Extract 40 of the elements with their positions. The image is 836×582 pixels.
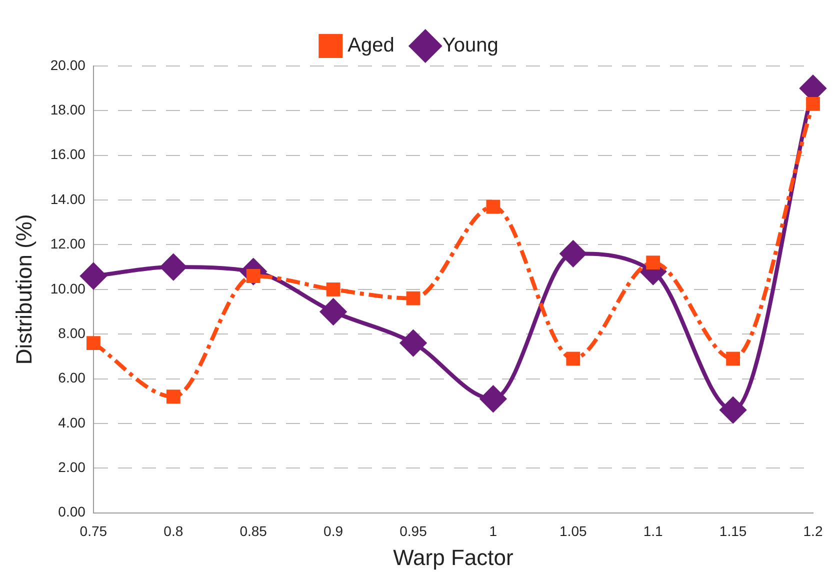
x-tick-label: 0.95 [400, 523, 428, 540]
y-tick-label: 8.00 [58, 324, 86, 341]
point [566, 352, 580, 366]
point [560, 240, 586, 267]
x-tick-label: 1 [489, 523, 498, 540]
y-tick-label: 12.00 [50, 236, 86, 252]
y-axis-title: Distribution (%) [11, 214, 36, 365]
point [166, 390, 180, 404]
y-tick-label: 14.00 [50, 190, 86, 207]
y-tick-label: 6.00 [58, 370, 86, 386]
x-tick-label: 1.15 [719, 523, 747, 540]
point [320, 298, 346, 325]
x-tick-label: 1.1 [643, 523, 664, 540]
x-tick-label: 0.9 [324, 523, 344, 540]
x-axis-title: Warp Factor [393, 544, 514, 570]
y-tick-label: 0.00 [58, 504, 86, 520]
point [480, 386, 506, 412]
point [406, 291, 420, 306]
y-tick-label: 18.00 [50, 102, 86, 118]
legend-label: Young [442, 34, 498, 57]
x-tick-label: 1.2 [803, 523, 823, 540]
point [720, 397, 746, 424]
x-tick-label: 0.8 [164, 523, 184, 540]
x-tick-label: 1.05 [560, 523, 587, 540]
legend-label: Aged [348, 34, 394, 57]
y-tick-label: 20.00 [50, 56, 86, 73]
point [726, 352, 740, 366]
y-tick-label: 16.00 [50, 146, 86, 162]
x-tick-label: 0.85 [240, 523, 268, 540]
y-tick-label: 10.00 [50, 280, 86, 296]
point [646, 256, 660, 270]
y-tick-label: 4.00 [58, 414, 86, 430]
x-tick-label: 0.75 [80, 523, 108, 540]
point [486, 200, 500, 214]
point [806, 97, 820, 111]
y-tick-label: 2.00 [58, 458, 86, 475]
point [160, 254, 186, 280]
point [86, 336, 100, 350]
point [326, 282, 340, 296]
point [400, 330, 426, 356]
